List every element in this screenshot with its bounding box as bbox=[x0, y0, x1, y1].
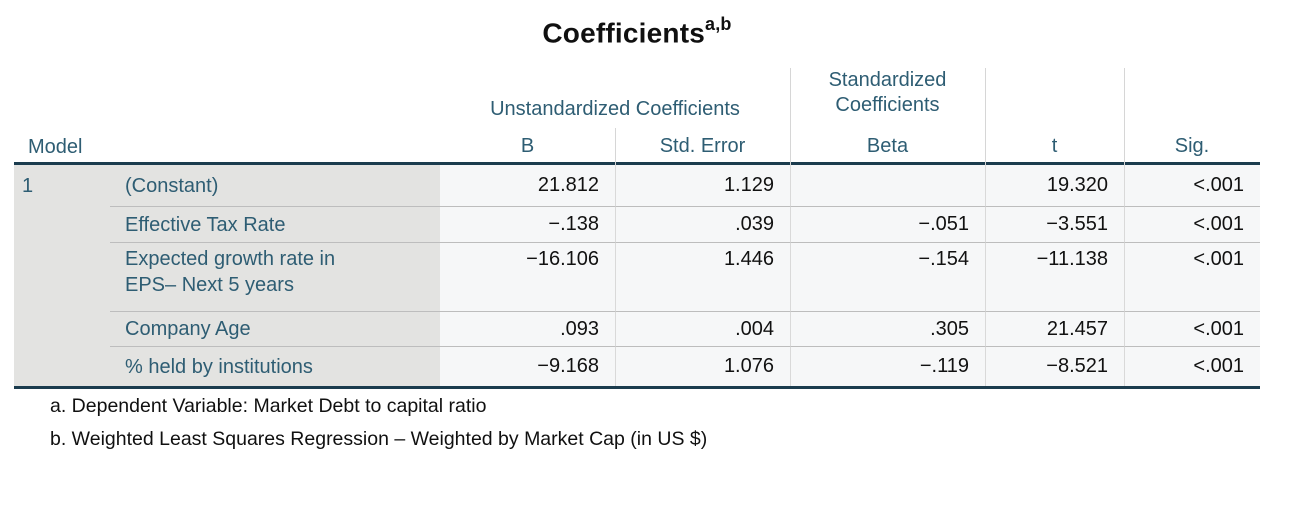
predictor-label-text: % held by institutions bbox=[125, 355, 313, 378]
footnote-b: b. Weighted Least Squares Regression – W… bbox=[50, 428, 708, 450]
column-header-sig: Sig. bbox=[1174, 135, 1210, 157]
cell-std-error: 1.446 bbox=[615, 243, 790, 312]
cell-predictor-label: Effective Tax Rate bbox=[110, 207, 440, 243]
table-footnotes: a. Dependent Variable: Market Debt to ca… bbox=[50, 394, 707, 460]
column-header-b: B bbox=[520, 135, 535, 157]
cell-b: −16.106 bbox=[440, 243, 615, 312]
cell-sig: <.001 bbox=[1124, 165, 1260, 207]
predictor-label-text: Expected growth rate in EPS– Next 5 year… bbox=[125, 248, 336, 296]
column-header-model: Model bbox=[28, 136, 83, 158]
footnote-a: a. Dependent Variable: Market Debt to ca… bbox=[50, 395, 487, 417]
predictor-label-text: (Constant) bbox=[125, 174, 219, 197]
cell-predictor-label: Expected growth rate in EPS– Next 5 year… bbox=[110, 243, 440, 312]
header-divider bbox=[1124, 68, 1125, 165]
column-header-std-error: Std. Error bbox=[659, 135, 746, 157]
cell-sig: <.001 bbox=[1124, 312, 1260, 347]
table-header: Model Unstandardized Coefficients Standa… bbox=[14, 64, 1260, 165]
cell-b: 21.812 bbox=[440, 165, 615, 207]
cell-t: −8.521 bbox=[985, 347, 1124, 386]
cell-std-error: .004 bbox=[615, 312, 790, 347]
table-row-pct-held-by-institutions: % held by institutions −9.168 1.076 −.11… bbox=[14, 347, 1260, 386]
cell-model-number bbox=[14, 312, 110, 347]
cell-t: 19.320 bbox=[985, 165, 1124, 207]
table-body: 1 (Constant) 21.812 1.129 19.320 <.001 E… bbox=[14, 165, 1260, 389]
column-group-standardized-coefficients: Standardized Coefficients bbox=[828, 69, 947, 116]
cell-predictor-label: Company Age bbox=[110, 312, 440, 347]
cell-b: .093 bbox=[440, 312, 615, 347]
cell-std-error: 1.076 bbox=[615, 347, 790, 386]
table-title: Coefficientsa,b bbox=[14, 14, 1260, 49]
cell-beta: −.154 bbox=[790, 243, 985, 312]
cell-std-error: .039 bbox=[615, 207, 790, 243]
cell-model-number bbox=[14, 347, 110, 386]
header-divider bbox=[985, 68, 986, 165]
predictor-label-text: Company Age bbox=[125, 318, 251, 340]
cell-beta: −.119 bbox=[790, 347, 985, 386]
cell-model-number: 1 bbox=[14, 165, 110, 207]
cell-beta bbox=[790, 165, 985, 207]
table-title-text: Coefficients bbox=[542, 17, 706, 49]
cell-model-number bbox=[14, 243, 110, 312]
cell-b: −9.168 bbox=[440, 347, 615, 386]
cell-std-error: 1.129 bbox=[615, 165, 790, 207]
cell-t: −11.138 bbox=[985, 243, 1124, 312]
header-divider bbox=[790, 68, 791, 165]
table-row-expected-growth-rate: Expected growth rate in EPS– Next 5 year… bbox=[14, 243, 1260, 312]
header-divider bbox=[615, 128, 616, 165]
table-row-effective-tax-rate: Effective Tax Rate −.138 .039 −.051 −3.5… bbox=[14, 207, 1260, 243]
column-header-t: t bbox=[1051, 135, 1058, 157]
table-row-constant: 1 (Constant) 21.812 1.129 19.320 <.001 bbox=[14, 165, 1260, 207]
column-header-beta: Beta bbox=[866, 135, 909, 157]
table-title-superscript: a,b bbox=[705, 14, 732, 34]
cell-predictor-label: % held by institutions bbox=[110, 347, 440, 386]
table-row-company-age: Company Age .093 .004 .305 21.457 <.001 bbox=[14, 312, 1260, 347]
cell-sig: <.001 bbox=[1124, 347, 1260, 386]
cell-sig: <.001 bbox=[1124, 243, 1260, 312]
cell-beta: −.051 bbox=[790, 207, 985, 243]
cell-model-number bbox=[14, 207, 110, 243]
column-group-unstandardized-coefficients: Unstandardized Coefficients bbox=[490, 98, 740, 120]
cell-sig: <.001 bbox=[1124, 207, 1260, 243]
coefficients-table: Model Unstandardized Coefficients Standa… bbox=[14, 64, 1260, 389]
cell-b: −.138 bbox=[440, 207, 615, 243]
cell-t: −3.551 bbox=[985, 207, 1124, 243]
cell-beta: .305 bbox=[790, 312, 985, 347]
cell-t: 21.457 bbox=[985, 312, 1124, 347]
cell-predictor-label: (Constant) bbox=[110, 165, 440, 207]
predictor-label-text: Effective Tax Rate bbox=[125, 213, 286, 236]
